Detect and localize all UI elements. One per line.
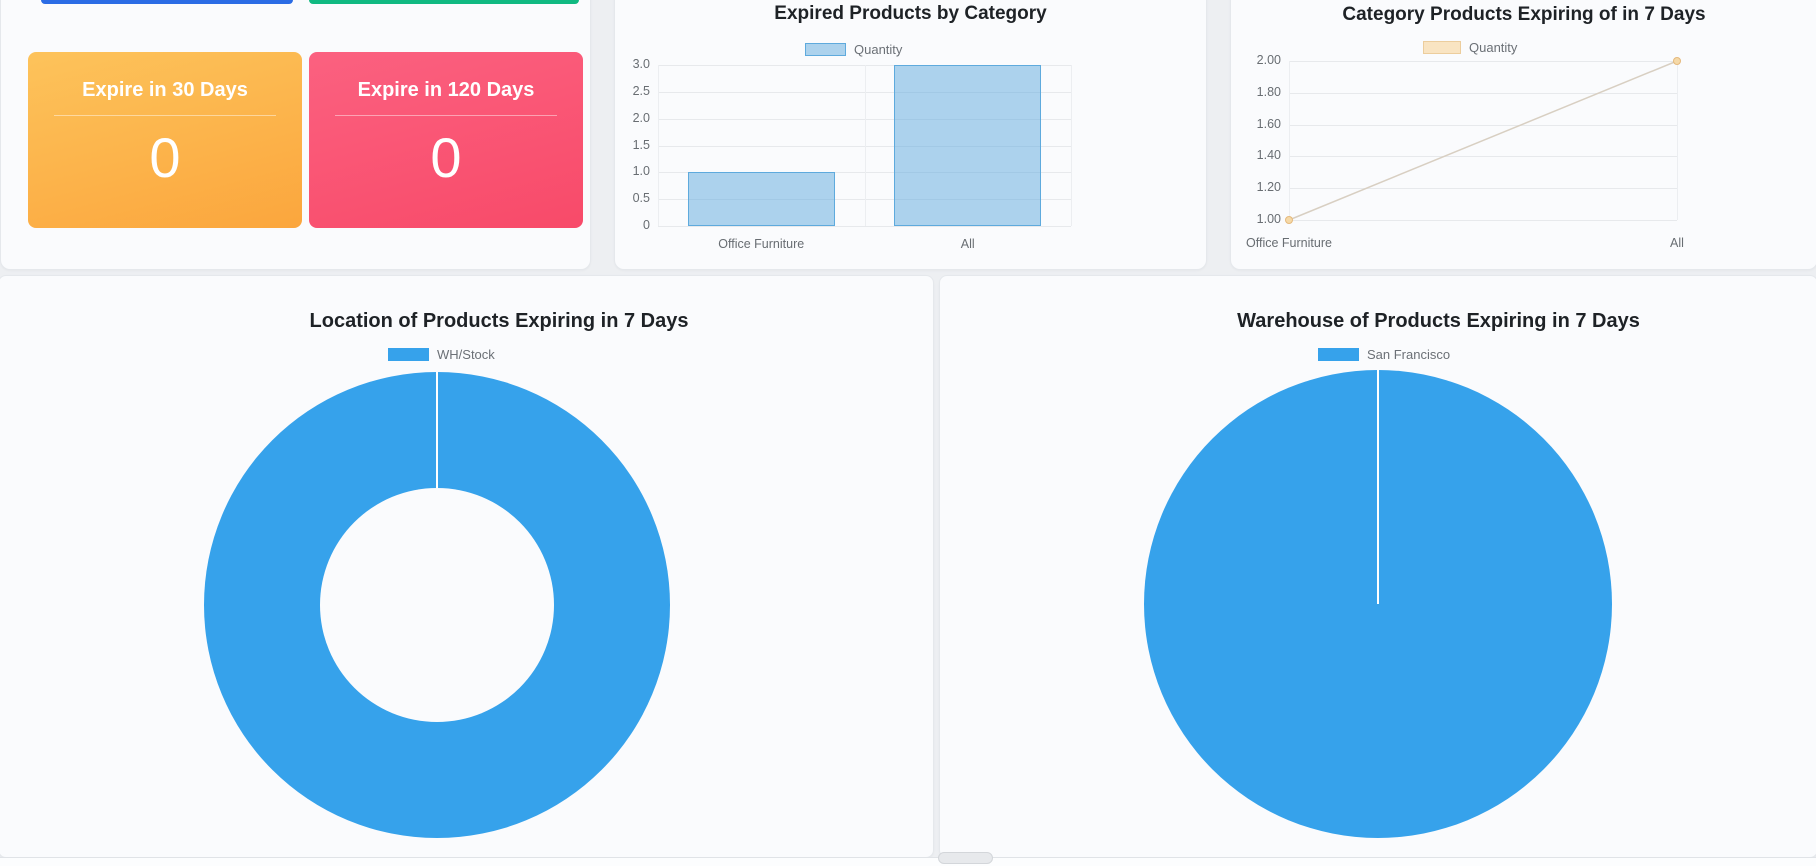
line-ytick-label: 1.80 [1256,84,1281,99]
line-gridline [1289,92,1677,94]
legend-swatch-san-francisco [1318,348,1359,361]
kpi-expire-30-days[interactable]: Expire in 30 Days 0 [28,52,302,228]
line-gridline-v [1289,61,1290,220]
doughnut-chart-legend[interactable]: WH/Stock [388,347,495,362]
pie-chart-title: Warehouse of Products Expiring in 7 Days [1237,310,1640,332]
line-chart-title: Category Products Expiring of in 7 Days [1342,4,1706,25]
bar-chart-title: Expired Products by Category [774,3,1047,24]
pie-slice-gap [1377,370,1379,604]
bar-ytick-label: 2.0 [632,110,650,125]
bar-ytick-label: 1.5 [632,137,650,152]
line-ytick-label: 1.60 [1256,116,1281,131]
doughnut-slice-gap [436,372,438,488]
bar-all[interactable] [894,65,1042,226]
bar-ytick-label: 3.0 [632,57,650,71]
bar-office-furniture[interactable] [687,172,835,226]
horizontal-scrollbar-thumb[interactable] [938,852,993,864]
bar-gridline [658,226,1071,227]
legend-label: San Francisco [1367,347,1451,362]
kpi-expire-120-days[interactable]: Expire in 120 Days 0 [309,52,583,228]
legend-label: Quantity [854,42,903,57]
line-ytick-label: 1.00 [1256,212,1281,226]
line-gridline [1289,220,1677,221]
line-gridline-v [1677,61,1678,220]
line-chart-legend[interactable]: Quantity [1423,40,1517,55]
bar-xtick-label: Office Furniture [718,237,805,251]
bottom-divider [0,857,1816,866]
line-ytick-label: 1.40 [1256,148,1281,163]
kpi-expire-30-label: Expire in 30 Days [82,79,248,101]
card-accent-green-strip [309,0,579,4]
line-ytick-label: 1.20 [1256,180,1281,195]
bar-gridline-v [1071,65,1072,226]
kpi-expire-120-value: 0 [430,126,462,189]
category-expiring-7days-card [1230,0,1816,270]
bar-xtick-label: All [960,237,975,251]
line-gridline [1289,124,1677,126]
doughnut-hole [320,488,554,722]
pie-chart-legend[interactable]: San Francisco [1318,347,1450,362]
doughnut-chart-title: Location of Products Expiring in 7 Days [309,310,689,332]
legend-label: Quantity [1469,40,1518,55]
kpi-expire-30-value: 0 [149,126,181,189]
bar-ytick-label: 0 [643,218,650,232]
bar-gridline-v [658,65,659,226]
line-ytick-label: 2.00 [1256,53,1281,67]
legend-swatch-quantity-bar [805,43,846,56]
kpi-divider [54,115,276,116]
legend-swatch-quantity-line [1423,41,1461,54]
bar-ytick-label: 2.5 [632,83,650,98]
legend-swatch-wh-stock [388,348,429,361]
kpi-expire-120-label: Expire in 120 Days [357,79,535,101]
bar-chart-legend[interactable]: Quantity [805,42,902,57]
bar-ytick-label: 0.5 [632,191,650,206]
bar-gridline-v [864,65,866,226]
card-accent-blue-strip [41,0,293,4]
legend-label: WH/Stock [437,347,495,362]
line-xtick-label: Office Furniture [1246,236,1332,250]
line-xtick-label: All [1670,236,1684,250]
line-gridline [1289,188,1677,190]
bar-ytick-label: 1.0 [632,164,650,179]
line-gridline [1289,156,1677,158]
line-gridline [1289,61,1677,62]
kpi-divider [335,115,557,116]
